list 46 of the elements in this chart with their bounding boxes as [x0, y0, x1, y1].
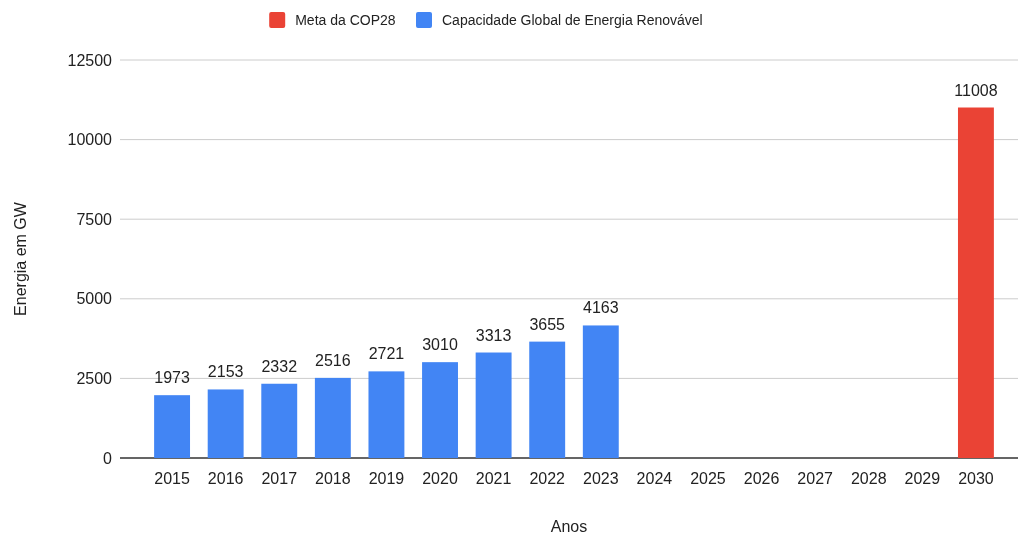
bar [582, 325, 619, 458]
x-tick-label: 2021 [475, 470, 512, 487]
y-tick-label: 2500 [76, 370, 113, 387]
y-tick-label: 10000 [67, 131, 113, 149]
bar [154, 395, 191, 458]
data-label: 11008 [954, 81, 998, 99]
x-tick-label: 2028 [850, 470, 887, 487]
bar [261, 383, 298, 458]
data-label: 4163 [583, 299, 619, 317]
legend-label: Meta da COP28 [295, 11, 396, 28]
x-tick-label: 2017 [261, 470, 298, 487]
bar [475, 352, 512, 458]
data-label: 3010 [422, 336, 458, 354]
x-axis-title: Anos [550, 518, 588, 535]
data-label: 2721 [368, 345, 405, 363]
bar [368, 371, 405, 458]
y-tick-label: 7500 [76, 210, 113, 228]
x-tick-label: 2019 [368, 470, 405, 487]
x-tick-label: 2025 [690, 470, 726, 487]
y-axis-title: Energia em GW [12, 201, 29, 316]
x-tick-label: 2015 [154, 470, 190, 487]
x-tick-label: 2022 [529, 470, 566, 487]
x-tick-label: 2029 [904, 470, 941, 487]
data-label: 2516 [315, 351, 351, 369]
x-tick-label: 2026 [743, 470, 780, 487]
data-label: 3313 [475, 326, 512, 344]
bar [314, 377, 351, 458]
bar [422, 362, 458, 458]
x-tick-label: 2018 [315, 470, 351, 487]
x-tick-label: 2024 [636, 470, 673, 487]
x-tick-label: 2016 [207, 470, 244, 487]
y-tick-label: 12500 [67, 51, 113, 69]
x-tick-label: 2030 [958, 470, 994, 487]
bar [207, 389, 244, 458]
bar [529, 341, 566, 458]
x-tick-label: 2023 [583, 470, 619, 487]
y-tick-label: 0 [103, 449, 113, 467]
data-label: 2332 [261, 357, 298, 375]
data-label: 3655 [529, 315, 566, 333]
legend-label: Capacidade Global de Energia Renovável [442, 11, 703, 28]
data-label: 1973 [154, 369, 190, 387]
y-tick-label: 5000 [76, 290, 113, 308]
x-tick-label: 2020 [422, 470, 458, 487]
data-label: 2153 [207, 363, 244, 381]
bar [957, 107, 994, 458]
x-tick-label: 2027 [797, 470, 834, 487]
